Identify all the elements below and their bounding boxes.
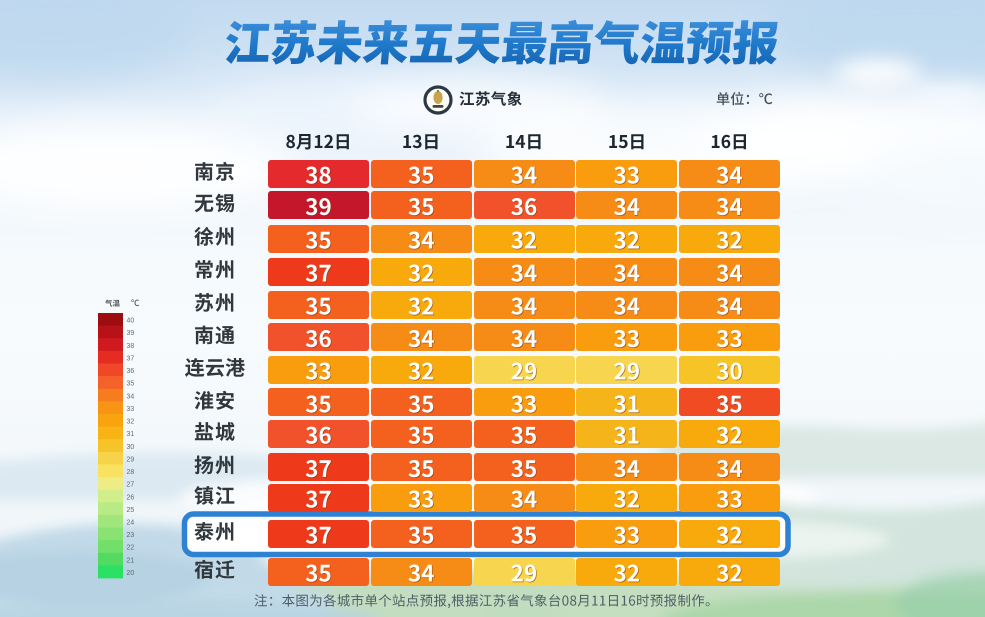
svg-text:34: 34 — [127, 393, 135, 400]
svg-text:28: 28 — [127, 469, 135, 476]
svg-text:38: 38 — [127, 343, 135, 350]
svg-text:24: 24 — [127, 520, 135, 527]
svg-text:25: 25 — [127, 507, 135, 514]
svg-text:29: 29 — [127, 456, 135, 463]
svg-text:21: 21 — [127, 557, 135, 564]
svg-text:33: 33 — [127, 406, 135, 413]
svg-text:27: 27 — [127, 482, 135, 489]
svg-text:32: 32 — [127, 419, 135, 426]
svg-text:22: 22 — [127, 545, 135, 552]
svg-text:39: 39 — [127, 330, 135, 337]
svg-text:36: 36 — [127, 368, 135, 375]
svg-text:26: 26 — [127, 494, 135, 501]
svg-text:20: 20 — [127, 570, 135, 577]
svg-text:23: 23 — [127, 532, 135, 539]
svg-text:37: 37 — [127, 356, 135, 363]
svg-text:35: 35 — [127, 381, 135, 388]
svg-text:40: 40 — [127, 318, 135, 325]
svg-text:31: 31 — [127, 431, 135, 438]
svg-text:30: 30 — [127, 444, 135, 451]
